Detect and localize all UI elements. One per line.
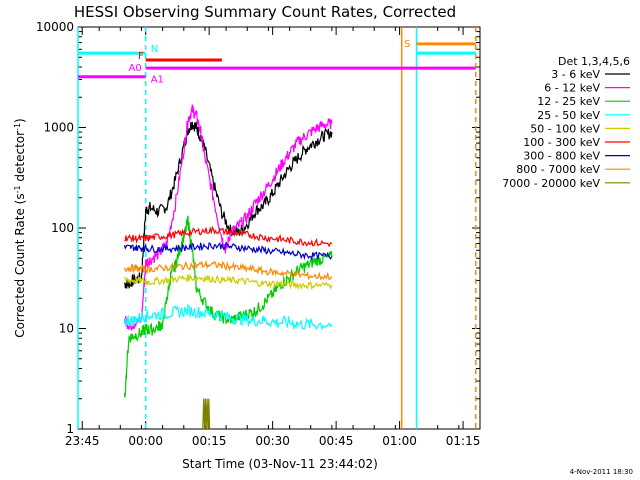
x-axis: 23:45 00:00 00:15 00:30 00:45 01:00 01:15 (65, 27, 481, 448)
x-tick-label: 00:30 (255, 434, 290, 448)
x-axis-label: Start Time (03-Nov-11 23:44:02) (182, 457, 378, 471)
x-tick-label: 00:45 (319, 434, 354, 448)
chart-title: HESSI Observing Summary Count Rates, Cor… (74, 3, 456, 21)
x-tick-label: 01:15 (446, 434, 481, 448)
legend-label: 800 - 7000 keV (516, 163, 600, 176)
footer-stamp: 4-Nov-2011 18:30 (570, 468, 633, 476)
x-tick-label: 01:00 (382, 434, 417, 448)
y-tick-label: 10 (59, 322, 74, 336)
series-line (123, 104, 333, 332)
y-axis-label: Corrected Count Rate (s-1 detector-1) (13, 118, 28, 337)
plot-frame (77, 26, 481, 430)
legend-label: 12 - 25 keV (537, 95, 600, 108)
series-line (124, 225, 333, 248)
series-line (123, 215, 333, 398)
series-line (124, 273, 333, 291)
y-label-part: Corrected Count Rate (s (13, 193, 27, 337)
series-lines (123, 104, 333, 430)
series-line (202, 398, 211, 430)
x-tick-label: 23:45 (65, 434, 100, 448)
vertical-markers (77, 27, 477, 429)
x-tick-label: 00:00 (128, 434, 163, 448)
x-tick-label: 00:15 (192, 434, 227, 448)
y-label-part: ) (13, 118, 27, 123)
series-line (123, 121, 333, 289)
flag-label: F (138, 51, 144, 62)
series-line (123, 240, 333, 261)
legend-label: 50 - 100 keV (530, 122, 600, 135)
flag-label: A0 (129, 63, 142, 74)
series-line (123, 303, 333, 331)
legend-label: 7000 - 20000 keV (502, 177, 600, 190)
y-tick-label: 1 (66, 422, 74, 436)
y-tick-label: 100 (51, 221, 74, 235)
flag-label: A1 (151, 75, 164, 86)
legend-title: Det 1,3,4,5,6 (558, 55, 630, 68)
y-tick-label: 1000 (43, 121, 74, 135)
legend-label: 300 - 800 keV (523, 150, 600, 163)
legend-label: 6 - 12 keV (544, 82, 600, 95)
legend-label: 25 - 50 keV (537, 109, 600, 122)
y-label-part: detector (13, 131, 27, 186)
flag-label: N (151, 44, 158, 55)
y-label-part: -1 (13, 185, 22, 193)
legend-label: 3 - 6 keV (551, 68, 600, 81)
y-label-part: -1 (13, 123, 22, 131)
flag-label: S (404, 39, 410, 50)
series-line (123, 259, 333, 281)
y-axis: 1 10 100 1000 10000 (36, 20, 480, 436)
legend-label: 100 - 300 keV (523, 136, 600, 149)
y-tick-label: 10000 (36, 20, 74, 34)
